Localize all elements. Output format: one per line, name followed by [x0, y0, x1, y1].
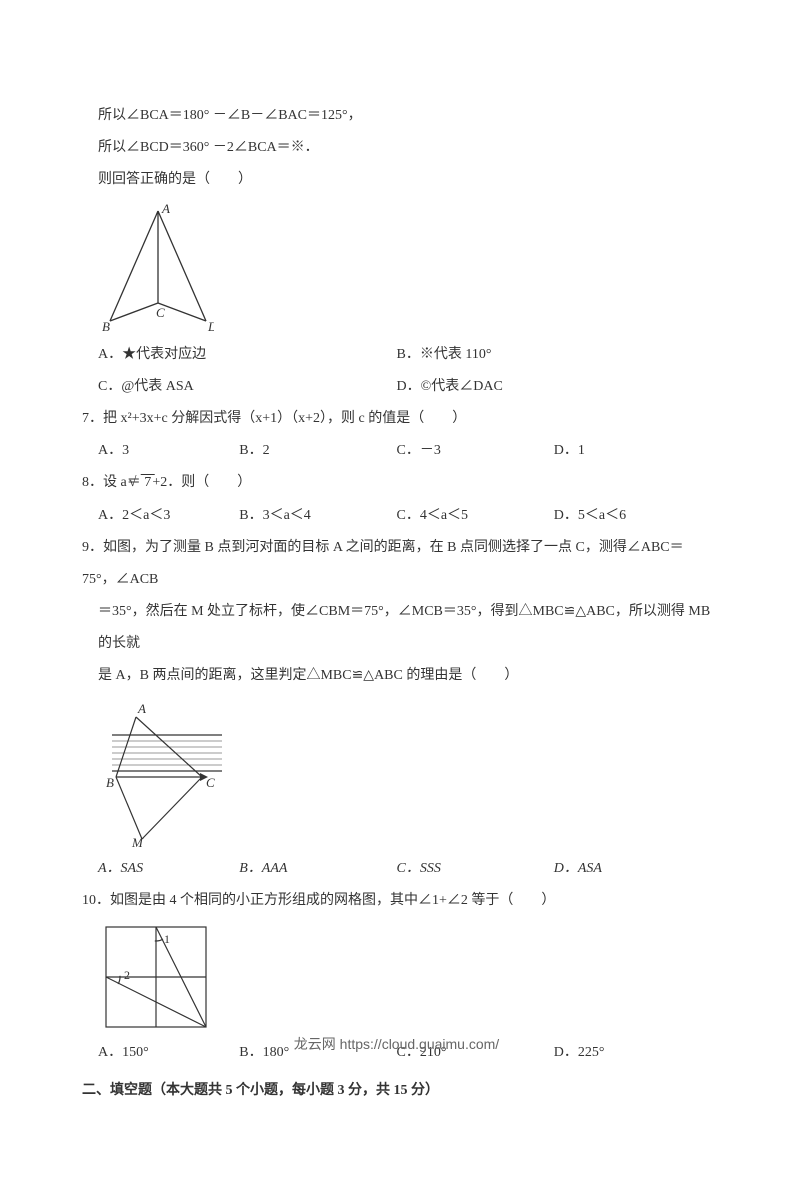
q9-option-b: B．AAA	[239, 853, 396, 885]
q6-option-c: C．@代表 ASA	[82, 371, 397, 403]
q7-options: A．3 B．2 C．－3 D．1	[82, 435, 711, 467]
q8-option-c: C．4＜a＜5	[397, 500, 554, 532]
q8-radical: √	[129, 475, 137, 490]
svg-text:2: 2	[124, 968, 130, 982]
q6-option-d: D．©代表∠DAC	[397, 371, 712, 403]
q8-option-a: A．2＜a＜3	[82, 500, 239, 532]
q9-options: A．SAS B．AAA C．SSS D．ASA	[82, 853, 711, 885]
svg-text:1: 1	[164, 932, 170, 946]
q9-option-a: A．SAS	[82, 853, 239, 885]
q7-option-d: D．1	[554, 435, 711, 467]
q6-option-b: B．※代表 110°	[397, 339, 712, 371]
q9-option-c: C．SSS	[397, 853, 554, 885]
svg-text:B: B	[106, 775, 114, 790]
q8-option-d: D．5＜a＜6	[554, 500, 711, 532]
q9-stem-1: 9．如图，为了测量 B 点到河对面的目标 A 之间的距离，在 B 点同侧选择了一…	[82, 532, 711, 596]
text-line-3: 则回答正确的是（ ）	[82, 164, 711, 196]
svg-text:C: C	[156, 305, 165, 320]
figure-q9: A B C M	[86, 699, 711, 847]
q9-stem-2: ＝35°，然后在 M 处立了标杆，使∠CBM＝75°，∠MCB＝35°，得到△M…	[82, 596, 711, 660]
text-line-2: 所以∠BCD＝360° －2∠BCA＝※．	[82, 132, 711, 164]
q6-options-row1: A．★代表对应边 B．※代表 110°	[82, 339, 711, 371]
q7-option-c: C．－3	[397, 435, 554, 467]
q7-option-b: B．2	[239, 435, 396, 467]
q8-stem: 8．设 a＝ 7 √+2．则（ ）	[82, 467, 711, 499]
q9-stem-3: 是 A，B 两点间的距离，这里判定△MBC≌△ABC 的理由是（ ）	[82, 660, 711, 692]
q6-option-a: A．★代表对应边	[82, 339, 397, 371]
page-footer: 龙云网 https://cloud.guaimu.com/	[0, 1034, 793, 1054]
q7-stem: 7．把 x²+3x+c 分解因式得（x+1）（x+2），则 c 的值是（ ）	[82, 403, 711, 435]
svg-text:A: A	[161, 203, 170, 216]
svg-text:C: C	[206, 775, 215, 790]
svg-text:D: D	[207, 319, 214, 333]
svg-text:A: A	[137, 701, 146, 716]
section-2-title: 二、填空题（本大题共 5 个小题，每小题 3 分，共 15 分）	[82, 1075, 711, 1107]
q7-option-a: A．3	[82, 435, 239, 467]
q8-option-b: B．3＜a＜4	[239, 500, 396, 532]
svg-text:B: B	[102, 319, 110, 333]
svg-text:M: M	[131, 835, 144, 847]
q10-stem: 10．如图是由 4 个相同的小正方形组成的网格图，其中∠1+∠2 等于（ ）	[82, 885, 711, 917]
figure-q6: A B C D	[86, 203, 711, 333]
q9-option-d: D．ASA	[554, 853, 711, 885]
q8-stem-suffix: +2．则（ ）	[152, 475, 251, 490]
q8-options: A．2＜a＜3 B．3＜a＜4 C．4＜a＜5 D．5＜a＜6	[82, 500, 711, 532]
figure-q10: 12	[86, 923, 711, 1031]
text-line-1: 所以∠BCA＝180° －∠B－∠BAC＝125°，	[82, 100, 711, 132]
q6-options-row2: C．@代表 ASA D．©代表∠DAC	[82, 371, 711, 403]
